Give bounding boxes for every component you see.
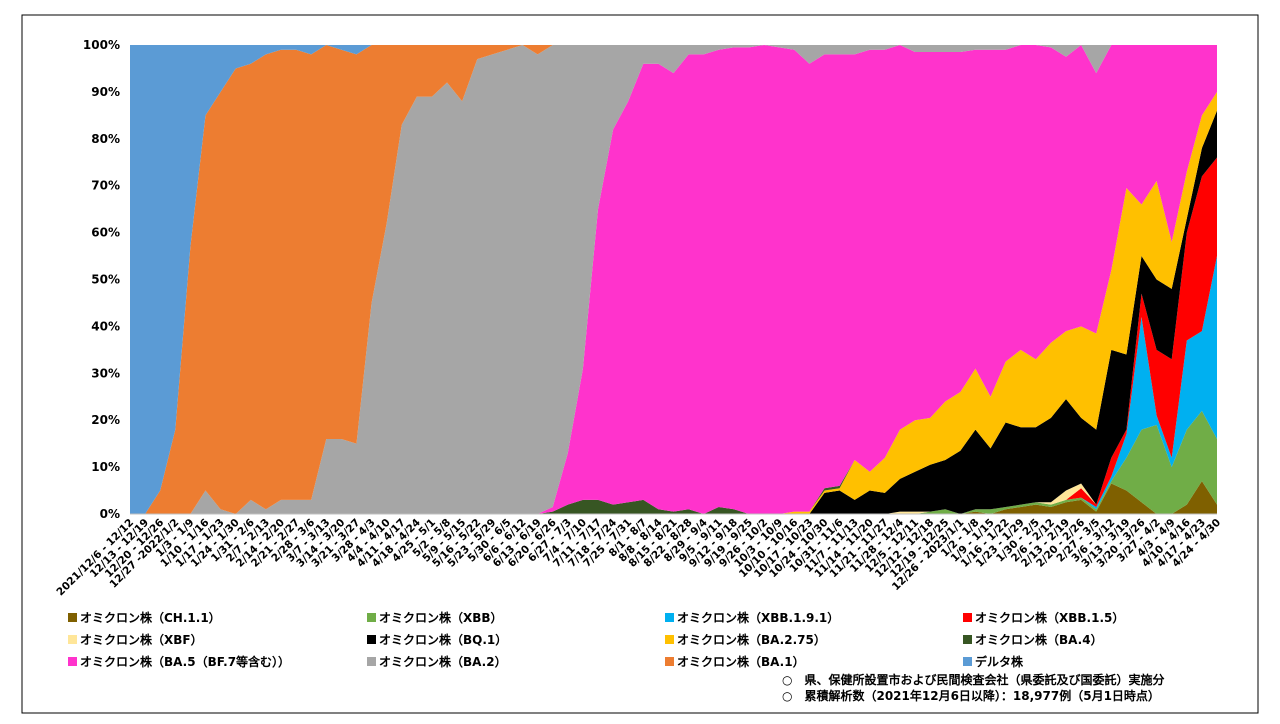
y-tick-label: 80% [91,132,120,146]
legend-label: オミクロン株（XBF） [80,632,203,647]
y-tick-label: 10% [91,460,120,474]
legend-swatch [665,657,674,666]
legend-swatch [963,657,972,666]
y-tick-label: 90% [91,85,120,99]
note: ○ 累積解析数（2021年12月6日以降）：18,977例（5月1日時点） [782,688,1160,703]
plot-area [130,45,1217,515]
y-tick-label: 70% [91,179,120,193]
legend-swatch [68,657,77,666]
legend-swatch [665,613,674,622]
legend-label: オミクロン株（BQ.1） [379,632,507,647]
legend-swatch [367,635,376,644]
legend-swatch [963,635,972,644]
legend-label: オミクロン株（CH.1.1） [80,610,221,625]
area [130,91,1217,515]
legend-swatch [367,657,376,666]
legend-label: オミクロン株（BA.5（BF.7等含む）） [80,654,290,669]
area [130,481,1217,514]
legend-label: オミクロン株（XBB.1.5） [975,610,1124,625]
legend-label: オミクロン株（XBB.1.9.1） [677,610,839,625]
legend-label: オミクロン株（XBB） [379,610,503,625]
area [130,45,1217,514]
legend-label: オミクロン株（BA.1） [677,654,805,669]
area [130,157,1217,514]
y-tick-label: 0% [100,507,120,521]
legend-swatch [68,635,77,644]
y-tick-label: 50% [91,273,120,287]
legend-label: オミクロン株（BA.4） [975,632,1103,647]
y-tick-label: 30% [91,366,120,380]
legend-label: デルタ株 [975,654,1024,669]
legend-swatch [367,613,376,622]
legend-label: オミクロン株（BA.2.75） [677,632,826,647]
legend-label: オミクロン株（BA.2） [379,654,507,669]
note: ○ 県、保健所設置市および民間検査会社（県委託及び国委託）実施分 [782,672,1164,687]
y-tick-label: 40% [91,319,120,333]
y-tick-label: 100% [83,38,120,52]
y-tick-label: 20% [91,413,120,427]
legend-swatch [963,613,972,622]
legend-swatch [665,635,674,644]
legend-swatch [68,613,77,622]
area [130,45,1217,514]
area [130,45,1217,514]
y-tick-label: 60% [91,226,120,240]
